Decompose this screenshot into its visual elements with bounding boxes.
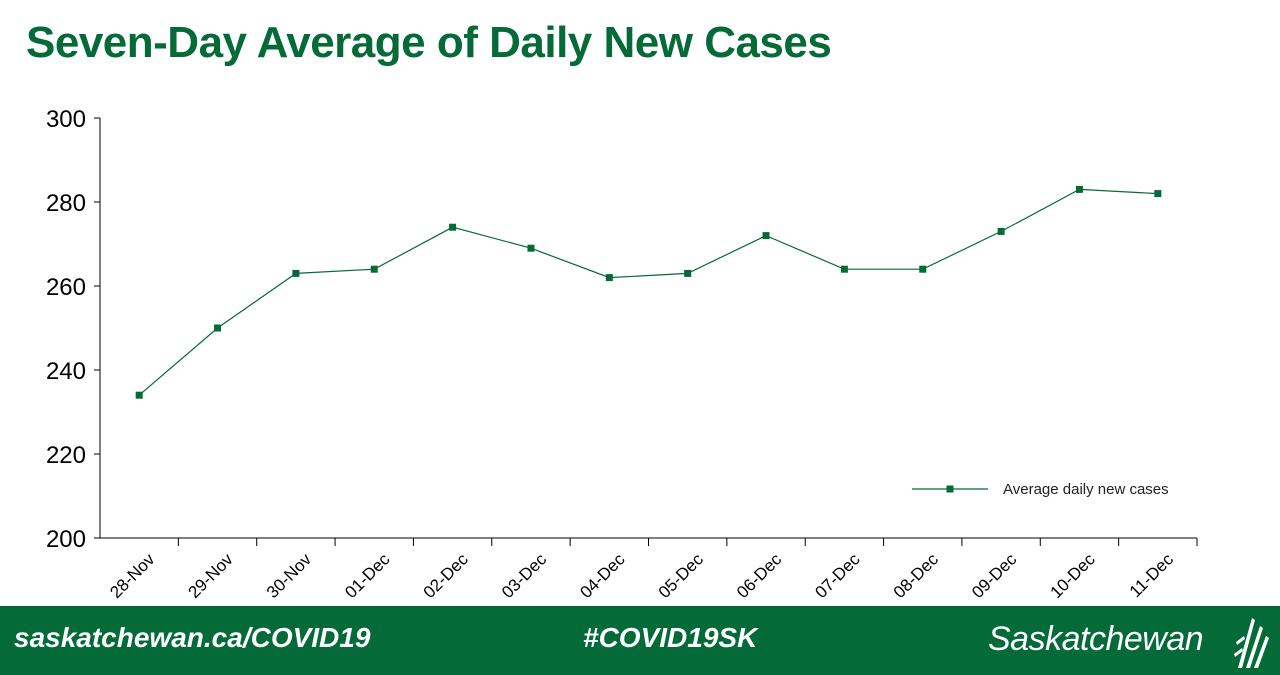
footer-url[interactable]: saskatchewan.ca/COVID19 — [14, 622, 371, 653]
y-tick-label: 300 — [46, 106, 86, 133]
x-tick-label: 09-Dec — [968, 549, 1021, 602]
x-tick-label: 05-Dec — [655, 549, 708, 602]
x-tick-label: 07-Dec — [811, 549, 864, 602]
data-point — [135, 391, 143, 399]
x-tick-label: 10-Dec — [1047, 549, 1100, 602]
x-tick-label: 29-Nov — [185, 549, 238, 602]
footer-bar: saskatchewan.ca/COVID19 #COVID19SK Saska… — [0, 606, 1280, 675]
x-tick-label: 08-Dec — [890, 549, 943, 602]
data-point — [605, 274, 613, 282]
series-line — [138, 188, 1158, 396]
data-point — [527, 244, 535, 252]
data-point — [214, 324, 222, 332]
x-tick-label: 28-Nov — [106, 549, 159, 602]
data-point — [684, 269, 692, 277]
brand-wordmark: Saskatchewan — [988, 620, 1204, 658]
x-tick-label: 01-Dec — [341, 549, 394, 602]
x-tick-label: 04-Dec — [576, 549, 629, 602]
data-point — [370, 265, 378, 273]
y-tick-label: 260 — [46, 274, 86, 301]
data-point — [840, 265, 848, 273]
line-chart: 200 220 240 260 280 300 28-Nov 29-Nov 30-Nov 01-D… — [46, 106, 1198, 602]
x-tick-label: 03-Dec — [498, 549, 551, 602]
footer-hashtag: #COVID19SK — [583, 622, 758, 653]
wheat-sheaf-icon — [1234, 618, 1269, 668]
x-tick-label: 11-Dec — [1126, 549, 1178, 601]
x-tick-label: 02-Dec — [420, 549, 473, 602]
data-point — [449, 223, 457, 231]
data-point — [1154, 190, 1162, 198]
y-tick-label: 280 — [46, 190, 86, 217]
legend-marker — [946, 485, 954, 493]
x-tick-label: 06-Dec — [733, 549, 786, 602]
data-point — [292, 269, 300, 277]
data-point — [762, 232, 770, 240]
y-tick-label: 240 — [46, 358, 86, 385]
y-tick-label: 200 — [46, 526, 86, 553]
chart-title: Seven-Day Average of Daily New Cases — [26, 18, 832, 67]
y-tick-label: 220 — [46, 442, 86, 469]
x-tick-label: 30-Nov — [263, 549, 316, 602]
data-point — [1075, 185, 1083, 193]
legend-label: Average daily new cases — [1003, 481, 1169, 498]
data-point — [919, 265, 927, 273]
data-point — [997, 227, 1005, 235]
